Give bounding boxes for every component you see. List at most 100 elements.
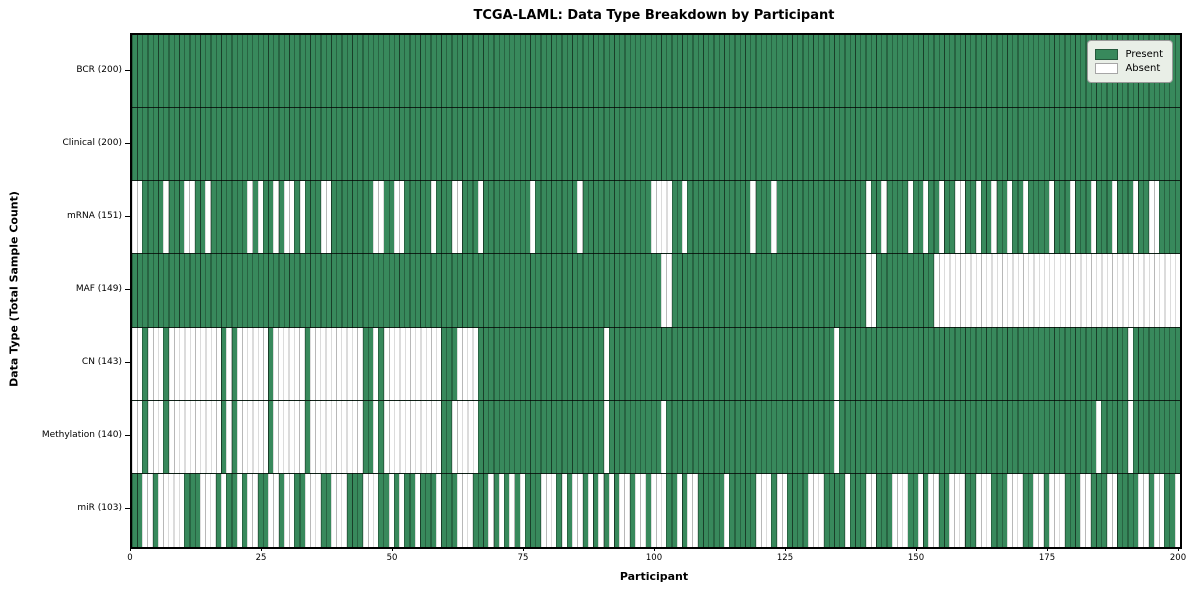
absent-block [456, 473, 473, 547]
absent-block [147, 400, 164, 473]
absent-block [949, 473, 966, 547]
y-tick-label: MAF (149) [75, 284, 122, 294]
heatmap-row-maf [132, 254, 1180, 328]
absent-block [1132, 181, 1139, 254]
y-tick-mark [125, 215, 130, 217]
absent-block [226, 400, 232, 473]
absent-block [603, 400, 609, 473]
heatmap-row-clinical [132, 108, 1180, 182]
absent-block [1127, 400, 1133, 473]
absent-block [451, 400, 478, 473]
absent-block [147, 327, 164, 400]
absent-block [1049, 181, 1055, 254]
absent-block [865, 254, 877, 327]
absent-block [724, 473, 730, 547]
x-tick-label: 50 [386, 553, 398, 563]
absent-block [435, 473, 442, 547]
absent-block [881, 181, 887, 254]
absent-block [991, 181, 997, 254]
absent-block [1153, 473, 1165, 547]
absent-block [1033, 473, 1044, 547]
absent-block [891, 473, 908, 547]
absent-block [168, 400, 222, 473]
absent-block [430, 181, 436, 254]
absent-block [807, 473, 824, 547]
absent-block [1127, 327, 1133, 400]
x-tick-mark [261, 547, 262, 551]
x-tick-mark [392, 547, 393, 551]
absent-block [331, 473, 347, 547]
absent-block [650, 181, 672, 254]
absent-block [414, 473, 421, 547]
absent-block [687, 473, 698, 547]
absent-block [661, 254, 672, 327]
absent-block [158, 473, 185, 547]
absent-block [1069, 181, 1076, 254]
y-tick-mark [125, 508, 130, 510]
absent-block [283, 181, 295, 254]
absent-block [938, 181, 945, 254]
absent-block [362, 473, 379, 547]
absent-block [299, 181, 305, 254]
absent-block [477, 181, 484, 254]
absent-block [635, 473, 646, 547]
x-tick-mark [1047, 547, 1048, 551]
absent-block [247, 473, 258, 547]
absent-block [399, 473, 405, 547]
absent-block [776, 473, 787, 547]
absent-block [577, 181, 583, 254]
absent-block [456, 327, 478, 400]
heatmap-row-cn [132, 327, 1180, 401]
absent-block [755, 473, 772, 547]
heatmap-row-mrna [132, 181, 1180, 255]
absent-block [650, 473, 667, 547]
chart-title: TCGA-LAML: Data Type Breakdown by Partic… [473, 8, 835, 23]
x-tick-mark [654, 547, 655, 551]
absent-block [383, 400, 442, 473]
legend-item-present: Present [1095, 49, 1163, 60]
absent-block [273, 400, 305, 473]
absent-block [388, 473, 394, 547]
absent-block [205, 181, 211, 254]
absent-block [923, 181, 929, 254]
x-tick-label: 175 [1038, 553, 1056, 563]
legend-item-absent: Absent [1095, 63, 1163, 74]
absent-block [865, 473, 877, 547]
absent-block [1049, 473, 1065, 547]
absent-block [132, 400, 143, 473]
absent-block [200, 473, 216, 547]
absent-block [844, 473, 850, 547]
absent-block [771, 181, 777, 254]
absent-block [168, 327, 222, 400]
absent-block [373, 400, 379, 473]
absent-block [221, 473, 227, 547]
absent-block [572, 473, 583, 547]
x-tick-label: 25 [255, 553, 267, 563]
absent-block [1148, 181, 1160, 254]
absent-block [587, 473, 594, 547]
x-tick-mark [1178, 547, 1179, 551]
absent-block [834, 400, 840, 473]
absent-block [1007, 473, 1023, 547]
absent-block [236, 400, 269, 473]
absent-block [907, 181, 913, 254]
absent-block [933, 254, 1180, 327]
x-tick-label: 0 [127, 553, 133, 563]
absent-block [1111, 181, 1118, 254]
absent-block [310, 400, 363, 473]
x-tick-mark [785, 547, 786, 551]
absent-block [598, 473, 604, 547]
x-tick-label: 100 [645, 553, 663, 563]
absent-block [682, 181, 688, 254]
absent-block [1106, 473, 1118, 547]
x-axis-label: Participant [619, 570, 689, 583]
absent-block [540, 473, 557, 547]
absent-block [383, 327, 442, 400]
heatmap-row-bcr [132, 35, 1180, 109]
y-tick-label: mRNA (151) [67, 210, 122, 221]
absent-block [928, 473, 939, 547]
absent-block [236, 473, 243, 547]
absent-block [661, 400, 667, 473]
absent-block [320, 181, 332, 254]
